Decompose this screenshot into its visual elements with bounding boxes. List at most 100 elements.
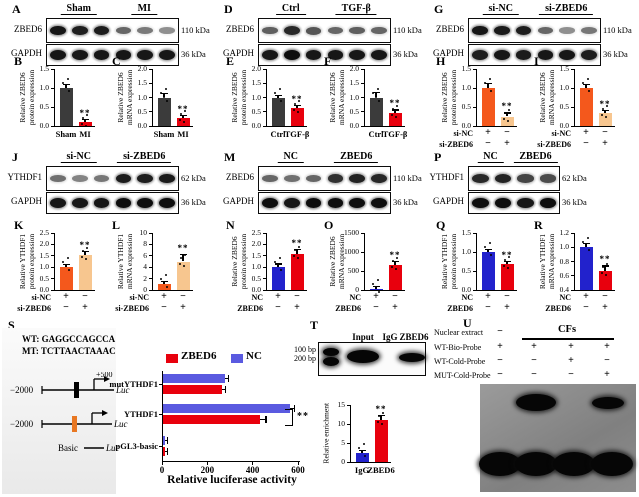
data-point-dot (391, 114, 393, 117)
y-tick-label: 1500 (344, 228, 359, 237)
svg-text:Luc: Luc (115, 385, 130, 395)
y-tick-mark (347, 404, 350, 406)
y-tick-label: 0.5 (39, 273, 49, 283)
x-axis-label: MI (177, 129, 189, 139)
matrix-row-label: ZBED6 (447, 304, 473, 313)
s-x-tick-label: 400 (245, 465, 260, 475)
u-sign: + (568, 355, 574, 366)
data-point-dot (364, 455, 366, 458)
panel-J-letter: J (12, 150, 18, 164)
data-point-dot (395, 116, 397, 119)
blot-group-label: ZBED6 (334, 151, 379, 163)
error-bar-line (182, 254, 184, 262)
y-tick-mark (347, 461, 350, 463)
chart-plot-area (476, 233, 517, 291)
panel-I-chart: I Relative ZBED6 mRNA expression 0.0 0.5 1.0 1… (534, 54, 634, 156)
blot-band (581, 26, 597, 35)
data-point-dot (298, 100, 300, 103)
y-tick-mark (51, 278, 54, 280)
error-bar-cap (372, 286, 380, 288)
svg-text:−2000: −2000 (10, 419, 34, 429)
matrix-sign: + (602, 138, 608, 149)
westernblot-strip (258, 44, 391, 66)
panel-M-letter: M (224, 150, 236, 164)
t-gel-marker-band-2 (323, 357, 339, 366)
y-tick-mark (361, 68, 364, 70)
panel-TC-chart: Relative enrichment 0 5 10 15 ** IgG ZBED6 (310, 392, 410, 492)
y-tick-label: 0.5 (461, 102, 471, 111)
data-point-dot (504, 259, 506, 262)
data-point-dot (166, 99, 168, 102)
data-point-dot (377, 87, 379, 90)
panel-L-chart: L Relative YTHDF1 mRNA expression 0 2 4 6 8 10 **… (112, 218, 212, 320)
y-tick-mark (473, 270, 476, 272)
blot-band (93, 198, 110, 208)
blot-group-label: Ctrl (275, 3, 306, 15)
u-sign: − (497, 369, 503, 380)
matrix-sign: − (392, 291, 398, 302)
data-point-dot (377, 279, 379, 281)
data-point-dot (277, 265, 279, 268)
panel-u-letter: U (463, 316, 472, 330)
error-bar-line (296, 250, 298, 254)
blot-band (515, 25, 532, 36)
blot-protein-label: GAPDH (10, 48, 42, 58)
s-x-tick-label: 0 (159, 465, 165, 475)
blot-band (137, 50, 154, 60)
data-point-dot (487, 250, 489, 252)
panel-A-letter: A (12, 2, 21, 16)
blot-band (115, 198, 132, 208)
y-tick-label: 0.8 (559, 256, 569, 266)
panel-F-chart: F Relative ZBED6 mRNA expression 0.0 0.5 1.0 1… (324, 54, 424, 156)
y-tick-label: 0.5 (251, 106, 261, 116)
s-x-tick-mark (252, 462, 254, 465)
blot-band (283, 198, 300, 208)
matrix-sign: + (392, 302, 398, 313)
blot-kda-label: 110 kDa (603, 24, 632, 35)
y-tick-label: 6 (143, 250, 147, 260)
data-point-dot (293, 254, 295, 257)
blot-kda-label: 36 kDa (393, 197, 418, 207)
data-point-dot (294, 103, 296, 106)
westernblot-strip (468, 166, 560, 191)
legend-label-zbed6: ZBED6 (181, 350, 217, 362)
u-cfs-underline (522, 338, 614, 340)
bar-group1 (481, 88, 495, 126)
blot-band (472, 173, 489, 184)
significance-stars: ** (177, 242, 189, 253)
error-bar-line (394, 110, 396, 114)
s-sig-bracket-v (292, 409, 294, 426)
data-point-dot (489, 78, 491, 80)
y-tick-mark (263, 266, 266, 268)
y-tick-label: 1.0 (137, 92, 147, 102)
bar-Ctrl (271, 97, 285, 126)
error-bar-cap (377, 414, 385, 416)
y-tick-mark (571, 87, 574, 89)
u-sign: − (497, 355, 503, 366)
error-bar-line (375, 93, 377, 98)
u-sign: + (568, 341, 574, 352)
data-point-dot (274, 91, 276, 94)
data-point-dot (86, 114, 88, 117)
bar-group1 (59, 267, 73, 290)
data-point-dot (490, 254, 492, 256)
blot-band (349, 173, 366, 184)
bar-group1 (157, 284, 171, 290)
blot-band (262, 26, 278, 35)
panel-O-letter: O (324, 218, 334, 232)
matrix-sign: − (602, 127, 608, 138)
x-axis-label: ZBED6 (367, 465, 395, 475)
data-point-dot (180, 256, 182, 259)
matrix-row-label: NC (559, 293, 571, 302)
data-point-dot (179, 262, 181, 265)
blot-protein-label: GAPDH (10, 196, 42, 206)
blot-band (494, 198, 511, 208)
t-lane-header-zbed6: ZBED6 (399, 332, 429, 342)
y-tick-mark (51, 87, 54, 89)
data-point-dot (165, 274, 167, 277)
blot-band (283, 50, 300, 60)
blot-protein-label: ZBED6 (226, 23, 254, 34)
y-tick-label: 0 (341, 457, 345, 466)
data-point-dot (62, 82, 64, 84)
